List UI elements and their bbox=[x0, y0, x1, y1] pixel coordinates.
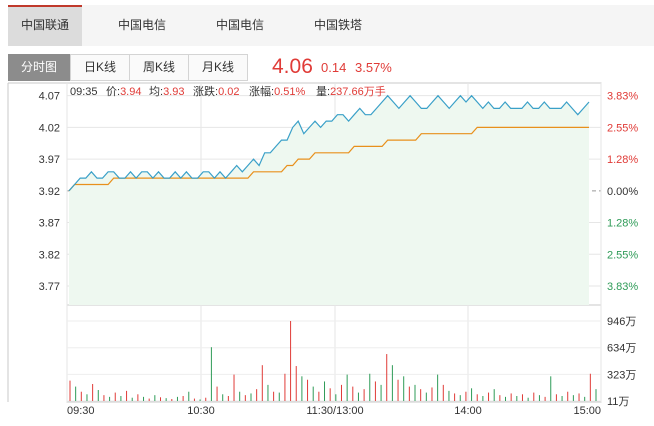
tab-monthly-k[interactable]: 月K线 bbox=[188, 54, 248, 81]
info-price-label: 价: bbox=[106, 85, 120, 98]
tab-daily-k[interactable]: 日K线 bbox=[70, 54, 130, 81]
price-line bbox=[68, 94, 590, 192]
info-avg: 3.93 bbox=[163, 86, 184, 98]
tab-weekly-k[interactable]: 周K线 bbox=[129, 54, 189, 81]
volume-panel-border bbox=[66, 304, 602, 403]
percent-tick-label: 3.83% bbox=[607, 91, 638, 103]
volume-tick-label: 946万 bbox=[607, 316, 636, 328]
stock-tab-bar: 中国联通 中国电信 中国电信 中国铁塔 bbox=[8, 5, 654, 46]
info-price: 3.94 bbox=[120, 86, 141, 98]
price-tick-label: 4.07 bbox=[39, 91, 60, 103]
percent-tick-label: 3.83% bbox=[607, 281, 638, 293]
axis-labels: 4.07 3.83% 4.02 2.55% 3.97 1.28% 3.92 0.00% 3.87… bbox=[39, 91, 639, 417]
percent-tick-label: 2.55% bbox=[607, 249, 638, 261]
tab-intraday[interactable]: 分时图 bbox=[8, 54, 70, 81]
info-avg-label: 均: bbox=[149, 85, 163, 98]
info-chg-pct: 0.51% bbox=[274, 86, 305, 98]
volume-tick-label: 323万 bbox=[607, 369, 636, 381]
percent-tick-label: 1.28% bbox=[607, 218, 638, 230]
price-tick-label: 3.82 bbox=[39, 249, 60, 261]
price-tick-label: 3.92 bbox=[39, 186, 60, 198]
percent-tick-label: 2.55% bbox=[607, 122, 638, 134]
time-tick-label: 10:30 bbox=[187, 405, 215, 417]
price-tick-label: 4.02 bbox=[39, 122, 60, 134]
price-tick-label: 3.87 bbox=[39, 218, 60, 230]
last-price: 4.06 bbox=[272, 55, 313, 78]
time-tick-label: 15:00 bbox=[573, 405, 601, 417]
info-chg-pct-label: 涨幅: bbox=[249, 85, 274, 98]
price-change: 0.14 bbox=[321, 60, 347, 75]
price-area bbox=[69, 95, 589, 305]
stock-tab-china-tower[interactable]: 中国铁塔 bbox=[313, 18, 362, 32]
price-tick-label: 3.77 bbox=[39, 281, 60, 293]
info-time: 09:35 bbox=[70, 86, 98, 98]
time-tick-label: 11:30/13:00 bbox=[306, 405, 363, 417]
time-tick-label: 14:00 bbox=[454, 405, 482, 417]
stock-tab-china-unicom[interactable]: 中国联通 bbox=[8, 5, 82, 46]
percent-tick-label: 1.28% bbox=[607, 154, 638, 166]
price-change-percent: 3.57% bbox=[355, 60, 392, 75]
info-bar: 09:35 价:3.94 均:3.93 涨跌:0.02 涨幅:0.51% 量:2… bbox=[70, 84, 386, 98]
stock-tab-china-telecom-2[interactable]: 中国电信 bbox=[215, 18, 264, 32]
stock-tab-china-telecom[interactable]: 中国电信 bbox=[117, 18, 166, 32]
price-series bbox=[68, 94, 590, 192]
volume-bars bbox=[69, 321, 597, 401]
time-tick-label: 09:30 bbox=[67, 405, 95, 417]
info-vol-label: 量: bbox=[316, 85, 330, 98]
percent-tick-label: 0.00% bbox=[607, 186, 638, 198]
volume-tick-label: 11万 bbox=[607, 396, 629, 408]
price-area-fill bbox=[69, 95, 589, 305]
info-chg-label: 涨跌: bbox=[193, 84, 218, 98]
volume-tick-label: 634万 bbox=[607, 343, 636, 355]
info-vol: 237.66万手 bbox=[330, 84, 386, 98]
price-tick-label: 3.97 bbox=[39, 154, 60, 166]
avg-price-line bbox=[68, 126, 589, 192]
info-chg: 0.02 bbox=[218, 86, 239, 98]
